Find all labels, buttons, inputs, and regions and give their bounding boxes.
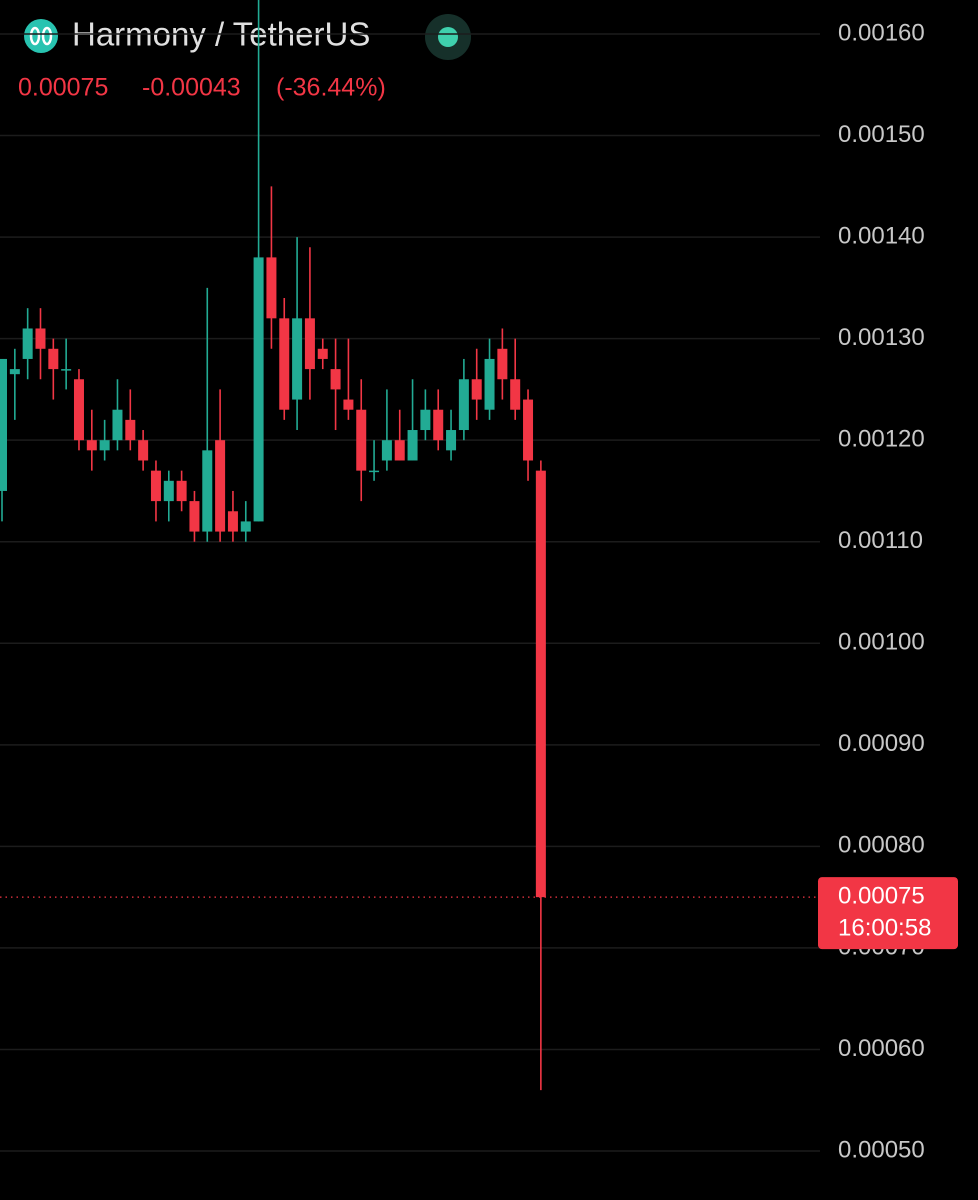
y-tick-label: 0.00080 xyxy=(838,832,925,859)
y-tick-label: 0.00050 xyxy=(838,1136,925,1163)
candle-body xyxy=(73,379,84,441)
candle-body xyxy=(330,369,341,390)
candle-body xyxy=(497,348,508,380)
candle-body xyxy=(99,440,110,451)
y-tick-label: 0.00060 xyxy=(838,1035,925,1062)
price-change: -0.00043 xyxy=(142,74,241,102)
candle-body xyxy=(510,379,521,410)
price-tag: 0.00075 16:00:58 xyxy=(0,877,958,950)
candle-body xyxy=(356,409,367,471)
logo-glyph xyxy=(29,26,41,46)
y-tick-label: 0.00130 xyxy=(838,324,925,351)
candle-body xyxy=(61,369,72,371)
candle-body xyxy=(317,348,328,359)
y-tick-label: 0.00090 xyxy=(838,730,925,757)
candle-body xyxy=(304,318,315,370)
candle-body xyxy=(240,521,251,532)
candle-body xyxy=(471,379,482,400)
candle-body xyxy=(266,257,277,319)
candle-body xyxy=(279,318,290,410)
candle-body xyxy=(253,257,264,522)
candle-body xyxy=(189,501,200,532)
candle-body xyxy=(433,409,444,441)
candle-body xyxy=(86,440,97,451)
y-axis: 0.00160 0.00150 0.00140 0.00130 0.00120 0.001… xyxy=(838,19,925,1163)
y-tick-label: 0.00120 xyxy=(838,426,925,453)
status-dot xyxy=(438,27,458,47)
coin-logo xyxy=(24,19,58,53)
candle-body xyxy=(369,470,380,473)
grid xyxy=(0,33,820,1152)
candle-body xyxy=(112,409,123,441)
candle-body xyxy=(484,358,495,410)
y-tick-label: 0.00150 xyxy=(838,121,925,148)
logo-glyph xyxy=(41,26,53,46)
candle-body xyxy=(343,399,354,410)
candle-body xyxy=(202,450,213,532)
candle-body xyxy=(420,409,431,431)
candle-body xyxy=(292,318,303,400)
candle-body xyxy=(458,379,469,431)
candle-body xyxy=(215,440,226,532)
candle-body xyxy=(22,328,33,359)
candle-body xyxy=(163,480,174,502)
candle-body xyxy=(381,440,392,461)
price-tag-countdown: 16:00:58 xyxy=(838,914,931,941)
candle-body xyxy=(407,430,418,461)
candle-body xyxy=(227,511,238,532)
candle-body xyxy=(523,399,534,461)
candle-body xyxy=(394,440,405,461)
last-price: 0.00075 xyxy=(18,74,108,102)
candles xyxy=(0,0,546,1091)
price-tag-box xyxy=(818,877,958,950)
candle-body xyxy=(9,369,20,375)
candle-body xyxy=(125,419,136,441)
y-tick-label: 0.00100 xyxy=(838,629,925,656)
candle-body xyxy=(0,358,7,491)
candle-body xyxy=(138,440,149,461)
y-tick-label: 0.00140 xyxy=(838,222,925,249)
price-change-percent: (-36.44%) xyxy=(276,74,386,102)
candle-body xyxy=(48,348,59,370)
candle-body xyxy=(35,328,46,349)
candle-body xyxy=(446,430,457,451)
y-tick-label: 0.00160 xyxy=(838,19,925,46)
price-tag-value: 0.00075 xyxy=(838,882,925,909)
y-tick-label: 0.00110 xyxy=(838,527,923,554)
candle-body xyxy=(176,480,187,502)
candle-body xyxy=(150,470,161,502)
candle-body xyxy=(535,470,546,898)
